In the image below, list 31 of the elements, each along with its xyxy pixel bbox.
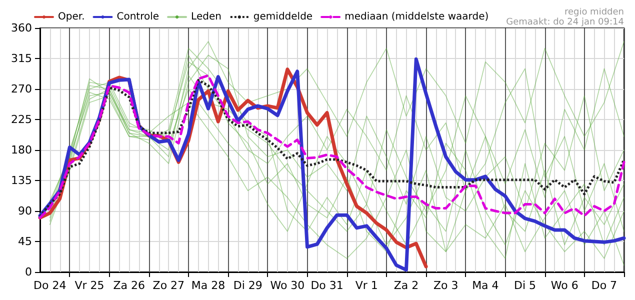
x-tick-label: Za 2 bbox=[394, 279, 419, 292]
x-tick-label: Di 5 bbox=[514, 279, 536, 292]
y-tick-label: 315 bbox=[10, 52, 32, 65]
legend-label: Leden bbox=[191, 12, 222, 22]
x-tick-label: Do 24 bbox=[34, 279, 66, 292]
x-tick-label: Di 29 bbox=[233, 279, 262, 292]
legend-label: Controle bbox=[116, 12, 160, 22]
x-tick-label: Za 26 bbox=[113, 279, 145, 292]
y-tick-label: 135 bbox=[10, 174, 32, 187]
y-tick-label: 360 bbox=[10, 22, 32, 34]
x-tick-label: Zo 27 bbox=[152, 279, 185, 292]
text: Gemaakt: do 24 jan 09:14 bbox=[506, 18, 624, 28]
x-tick-label: Do 31 bbox=[310, 279, 344, 292]
x-tick-label: Wo 30 bbox=[270, 279, 305, 292]
legend-label: gemiddelde bbox=[253, 12, 313, 22]
y-tick-label: 45 bbox=[18, 235, 32, 248]
y-tick-label: 270 bbox=[10, 82, 32, 96]
x-tick-label: Ma 28 bbox=[191, 279, 226, 292]
y-tick-label: 180 bbox=[10, 144, 32, 156]
legend-label: Oper. bbox=[58, 12, 85, 22]
legend-label: mediaan (middelste waarde) bbox=[344, 12, 489, 22]
x-tick-label: Vr 1 bbox=[355, 279, 378, 292]
y-tick-label: 0 bbox=[24, 266, 32, 278]
x-tick-label: Ma 4 bbox=[472, 279, 499, 292]
x-tick-label: Vr 25 bbox=[74, 279, 104, 292]
x-tick-label: Wo 6 bbox=[550, 279, 578, 292]
text: regio midden bbox=[564, 8, 624, 18]
y-tick-label: 225 bbox=[10, 113, 32, 126]
y-tick-label: 90 bbox=[18, 204, 32, 218]
x-tick-label: Zo 3 bbox=[433, 279, 458, 292]
x-tick-label: Do 7 bbox=[591, 279, 618, 292]
